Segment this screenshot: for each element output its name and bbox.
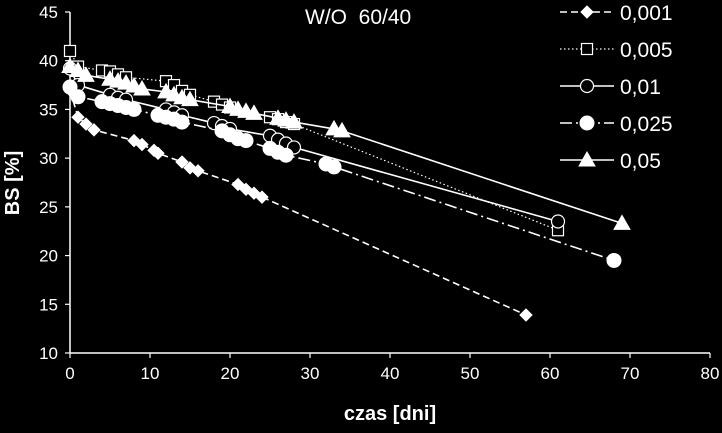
data-point [126, 101, 142, 117]
data-point [71, 110, 85, 124]
legend-marker [580, 42, 594, 56]
x-tick-label: 10 [141, 364, 160, 383]
legend-item: 0,01 [560, 76, 661, 99]
legend-marker [579, 78, 595, 94]
data-point [133, 79, 151, 96]
y-tick-label: 45 [39, 3, 58, 22]
data-point [231, 177, 245, 192]
x-tick-label: 40 [381, 364, 400, 383]
legend-item: 0,001 [560, 2, 673, 25]
y-tick-label: 40 [39, 52, 58, 71]
data-point [135, 137, 149, 152]
series-4 [62, 79, 622, 268]
legend-label: 0,005 [620, 39, 673, 62]
data-point [62, 79, 78, 95]
data-point [70, 89, 86, 105]
data-point [285, 113, 303, 129]
data-point [191, 164, 205, 178]
legend-item: 0,025 [560, 113, 673, 136]
data-point [606, 252, 622, 268]
chart-title: W/O 60/40 [305, 6, 411, 29]
y-tick-label: 20 [39, 247, 58, 266]
data-point [175, 155, 189, 169]
legend: 0,001 0,005 0,01 0,025 0,05 [560, 2, 673, 173]
data-point [333, 121, 351, 138]
x-axis-title: czas [dni] [344, 403, 436, 425]
series-5 [61, 57, 631, 230]
data-point [63, 44, 77, 58]
data-point [519, 308, 533, 322]
legend-marker [578, 150, 596, 167]
legend-item: 0,005 [560, 39, 673, 62]
data-point [151, 146, 165, 160]
x-tick-label: 80 [701, 364, 720, 383]
x-tick-label: 50 [461, 364, 480, 383]
x-tick-label: 60 [541, 364, 560, 383]
y-tick-label: 30 [39, 149, 58, 168]
legend-label: 0,001 [620, 2, 673, 25]
x-tick-label: 70 [621, 364, 640, 383]
data-point [278, 147, 294, 163]
data-point [87, 123, 101, 137]
legend-marker [579, 115, 595, 131]
y-axis-title: BS [%] [2, 151, 24, 215]
x-tick-label: 20 [221, 364, 240, 383]
y-tick-label: 15 [39, 295, 58, 314]
axes [69, 12, 710, 354]
legend-label: 0,05 [620, 150, 661, 173]
data-point [181, 90, 199, 107]
data-point [255, 190, 269, 204]
x-tick-label: 0 [65, 364, 74, 383]
data-point [613, 214, 631, 230]
data-point [174, 114, 190, 130]
data-point [326, 159, 342, 175]
data-point [79, 117, 93, 131]
data-point [77, 66, 95, 82]
legend-item: 0,05 [560, 150, 661, 173]
y-tick-label: 25 [39, 198, 58, 217]
x-tick-label: 30 [301, 364, 320, 383]
data-point [550, 214, 566, 229]
ticks: 0 10 20 30 40 50 60 70 80 10 15 20 25 30 35 40 45 [39, 3, 719, 383]
y-tick-label: 10 [39, 344, 58, 363]
legend-label: 0,01 [620, 76, 661, 99]
legend-marker [580, 5, 594, 19]
data-point [69, 61, 87, 77]
series-1 [63, 83, 533, 322]
y-tick-label: 35 [39, 100, 58, 119]
data-point [245, 104, 263, 120]
legend-label: 0,025 [620, 113, 673, 136]
data-point [238, 133, 254, 149]
series-layer [61, 44, 631, 322]
